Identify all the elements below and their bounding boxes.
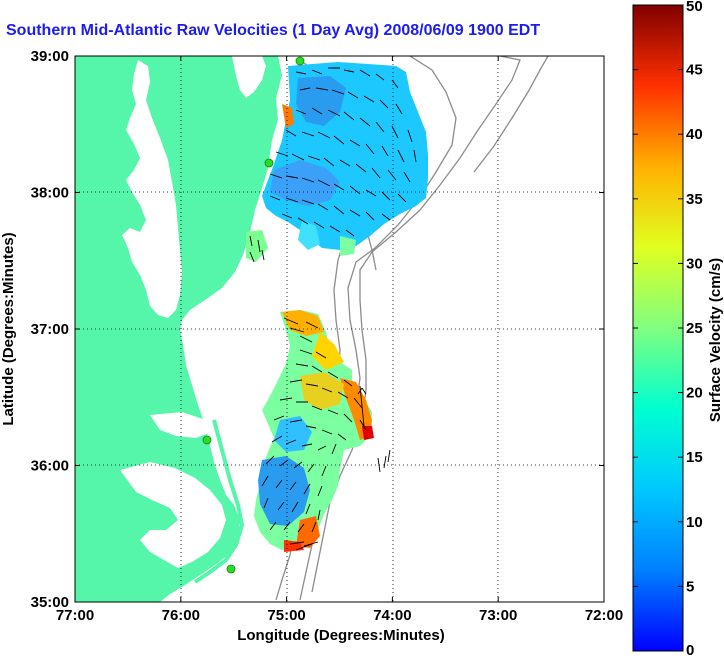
south-velocity-field bbox=[254, 310, 391, 552]
x-axis-ticks: 77:00 76:00 75:00 74:00 73:00 72:00 bbox=[56, 56, 623, 624]
north-velocity-field bbox=[246, 62, 428, 263]
colorbar-tick-label: 50 bbox=[686, 0, 703, 15]
colorbar-tick-label: 20 bbox=[686, 385, 703, 402]
outer-banks bbox=[193, 419, 245, 584]
colorbar-label: Surface Velocity (cm/s) bbox=[707, 258, 724, 422]
x-tick-label: 75:00 bbox=[267, 607, 305, 624]
x-tick-label: 74:00 bbox=[373, 607, 411, 624]
colorbar-tick-label: 45 bbox=[686, 62, 703, 79]
colorbar-tick-label: 25 bbox=[686, 320, 703, 337]
station-marker bbox=[202, 435, 212, 445]
colorbar-tick-label: 35 bbox=[686, 191, 703, 208]
y-tick-label: 35:00 bbox=[31, 594, 69, 611]
colorbar-tick-label: 40 bbox=[686, 126, 703, 143]
station-marker bbox=[264, 158, 274, 168]
radar-stations bbox=[202, 56, 305, 574]
y-tick-label: 37:00 bbox=[31, 321, 69, 338]
y-axis-ticks: 39:00 38:00 37:00 36:00 35:00 bbox=[31, 48, 604, 611]
station-marker bbox=[226, 564, 236, 574]
x-tick-label: 72:00 bbox=[585, 607, 623, 624]
colorbar bbox=[632, 4, 684, 652]
pamlico-sound bbox=[120, 462, 226, 568]
x-tick-label: 76:00 bbox=[162, 607, 200, 624]
y-tick-label: 39:00 bbox=[31, 48, 69, 65]
map-title: Southern Mid-Atlantic Raw Velocities (1 … bbox=[6, 22, 541, 39]
colorbar-tick-label: 15 bbox=[686, 449, 703, 466]
x-tick-label: 77:00 bbox=[56, 607, 94, 624]
coastline-land bbox=[75, 56, 282, 602]
station-marker bbox=[295, 56, 305, 66]
colorbar-tick-label: 5 bbox=[686, 578, 694, 595]
y-axis-label: Latitude (Degrees:Minutes) bbox=[0, 232, 17, 425]
colorbar-tick-label: 30 bbox=[686, 255, 703, 272]
y-tick-label: 38:00 bbox=[31, 185, 69, 202]
x-tick-label: 73:00 bbox=[479, 607, 517, 624]
colorbar-tick-label: 10 bbox=[686, 514, 703, 531]
chesapeake-bay bbox=[122, 60, 182, 318]
y-tick-label: 36:00 bbox=[31, 458, 69, 475]
colorbar-tick-label: 0 bbox=[686, 642, 694, 659]
graticule bbox=[75, 56, 604, 602]
delaware-bay bbox=[232, 56, 266, 98]
x-axis-label: Longitude (Degrees:Minutes) bbox=[237, 627, 445, 644]
